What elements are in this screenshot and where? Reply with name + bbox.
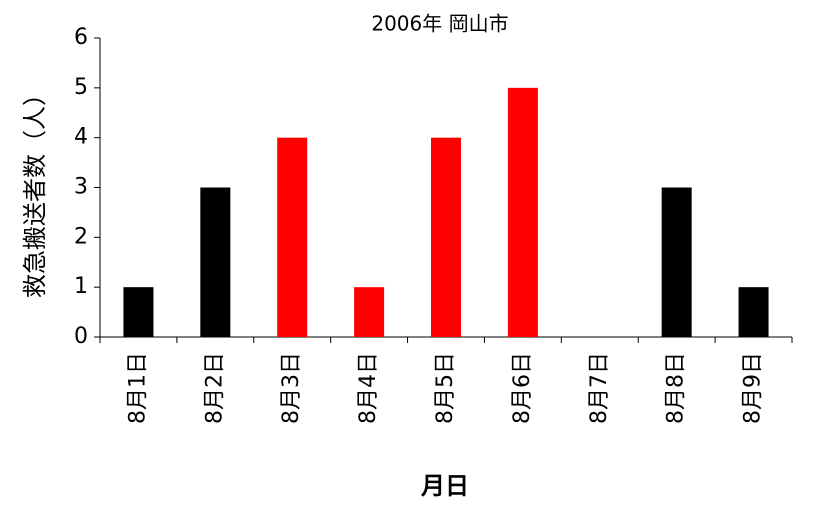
y-tick-label: 1 — [74, 274, 88, 299]
y-tick-label: 6 — [74, 25, 88, 50]
x-tick-label: 8月1日 — [125, 352, 150, 424]
x-tick-label: 8月9日 — [741, 352, 766, 424]
bar — [738, 287, 769, 337]
y-axis-title: 救急搬送者数（人） — [21, 82, 49, 298]
x-tick-label: 8月5日 — [433, 352, 458, 424]
x-tick-label: 8月7日 — [587, 352, 612, 424]
y-tick-label: 5 — [74, 75, 88, 100]
x-axis-title: 月日 — [420, 472, 469, 500]
x-tick-label: 8月8日 — [664, 352, 689, 424]
bar — [200, 187, 231, 337]
y-tick-label: 0 — [74, 324, 88, 349]
bar — [507, 87, 538, 337]
bar — [354, 287, 385, 337]
bar — [123, 287, 154, 337]
y-tick-label: 4 — [74, 125, 88, 150]
bar — [277, 137, 308, 337]
x-tick-label: 8月2日 — [202, 352, 227, 424]
y-tick-label: 3 — [74, 175, 88, 200]
x-tick-label: 8月6日 — [510, 352, 535, 424]
bar — [661, 187, 692, 337]
bar — [431, 137, 461, 337]
x-tick-label: 8月4日 — [356, 352, 381, 424]
y-tick-label: 2 — [74, 224, 88, 249]
x-tick-label: 8月3日 — [279, 352, 304, 424]
chart-title: 2006年 岡山市 — [371, 12, 508, 36]
